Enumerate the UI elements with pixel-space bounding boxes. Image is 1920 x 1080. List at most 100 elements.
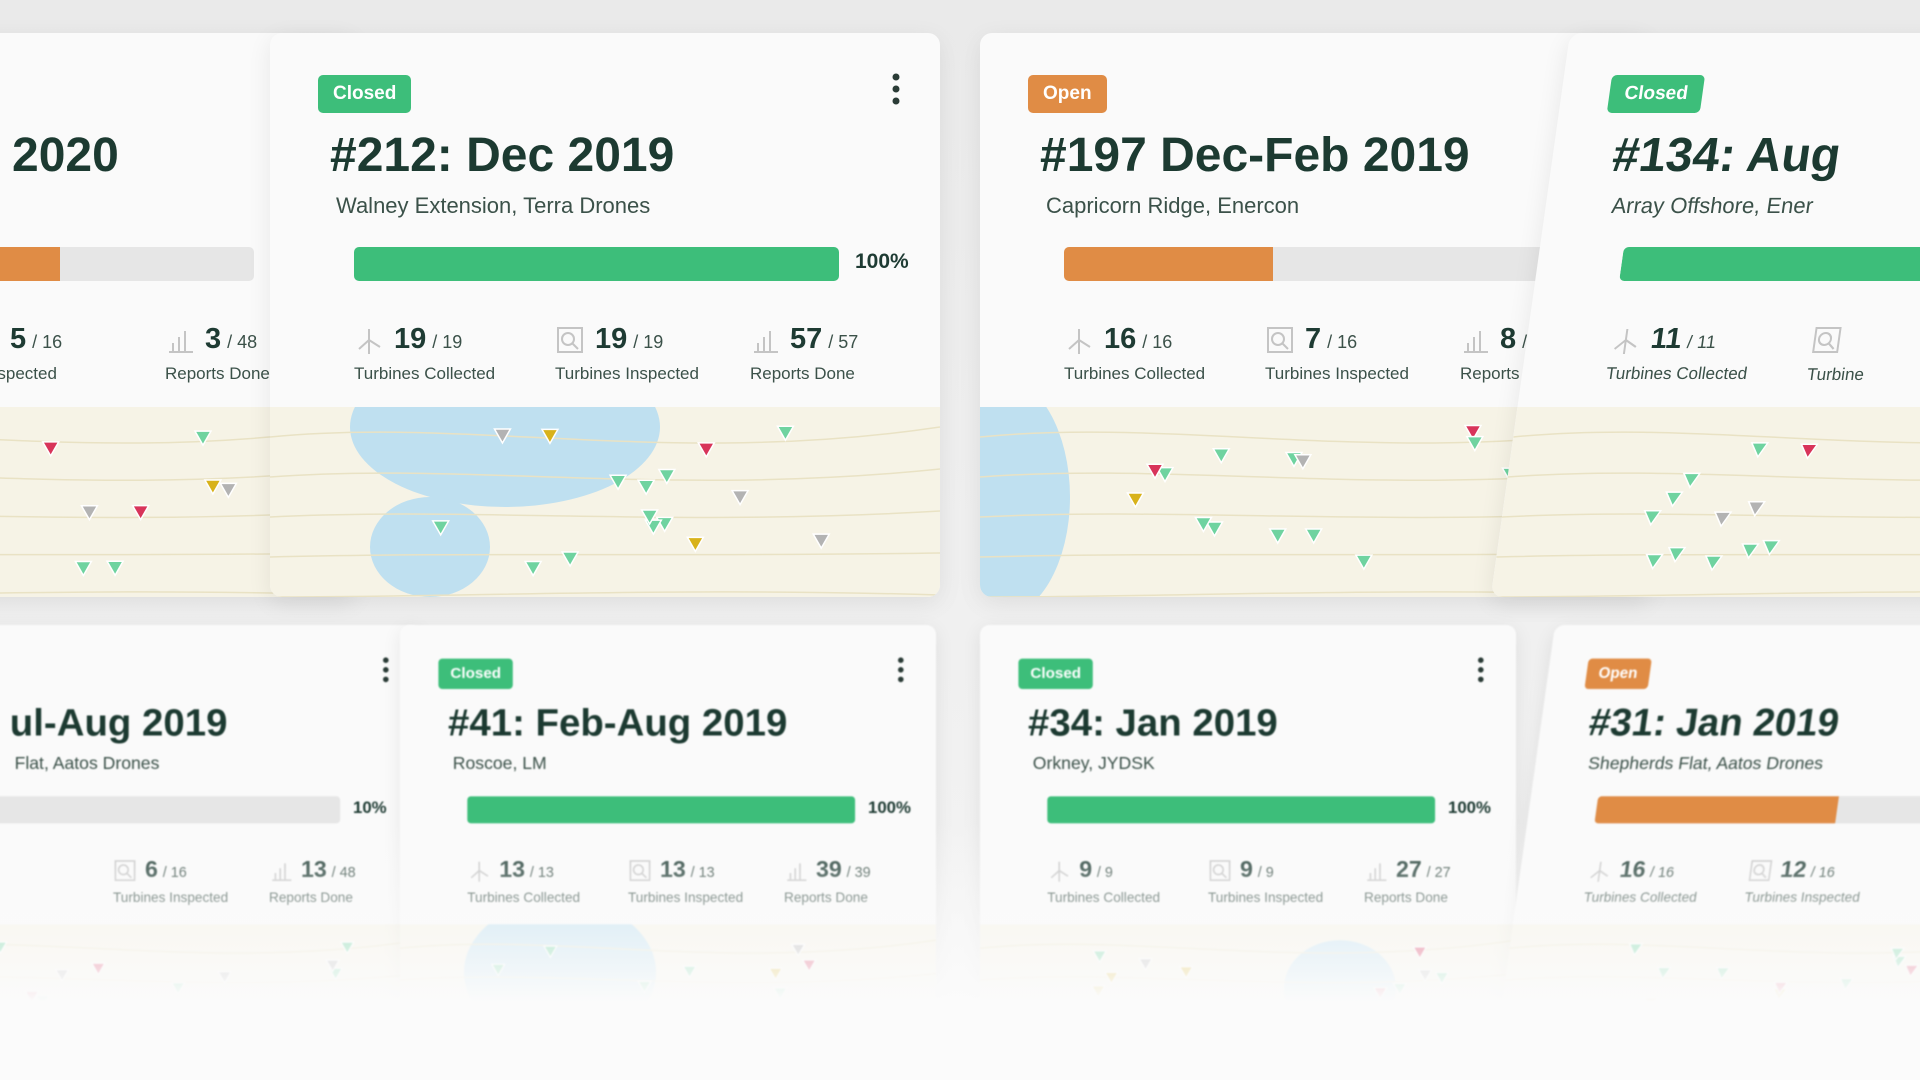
stat-icon [1812,327,1842,353]
map-pin [1713,511,1733,528]
icon-path [1464,331,1488,353]
icon-path [1267,327,1293,353]
stat: 57/ 57 Reports Done [750,323,940,384]
stat-total: / 16 [32,332,63,352]
stat-icon [1267,327,1293,353]
map-pin [640,509,659,526]
map-pin [1155,466,1175,484]
map-pin [1643,509,1663,527]
status-badge: Closed [1606,75,1706,113]
map-pin [686,536,705,553]
stat-label: s Inspected [0,364,57,383]
road [270,591,940,597]
map-pin [80,505,99,522]
map-pin [1463,424,1483,441]
card-title: #41: Feb-Aug 2019 [448,701,788,745]
stat-icon [1614,329,1637,354]
map-pin [431,520,450,537]
stat-total: / 57 [828,332,859,352]
menu-dots [1478,657,1484,683]
stat-icon [557,327,583,353]
road [1501,510,1920,519]
stat-value: 8 [1500,323,1517,355]
map-pin [493,428,512,445]
dot [892,97,900,105]
stat: 5/ 16 s Inspected [0,323,170,384]
road [270,468,940,481]
stat-value: 3 [205,323,222,355]
map-pin [696,442,716,459]
progress-fill [467,796,856,824]
dot [1478,676,1484,683]
stat-value: 7 [1305,323,1322,355]
card-title: #197 Dec-Feb 2019 [1040,129,1470,182]
map-pin [1682,472,1702,489]
progress-track [1619,247,1920,281]
stat-icon [358,329,381,354]
stat: 7/ 16 Turbines Inspected [1265,323,1465,384]
road [0,552,355,556]
menu-dots [898,657,904,683]
status-badge: Open [1028,75,1107,113]
progress-track [0,247,254,281]
stat-row: 7/ 16 [1265,323,1465,356]
map-pin [193,430,213,447]
road [1507,468,1920,481]
road [1513,426,1920,444]
stat-total: / 16 [1327,332,1358,352]
stat-value: 11 [1648,323,1684,355]
map-pin [1665,491,1684,508]
map-pin [131,504,150,522]
map-pin [1645,553,1664,571]
menu-dots [383,657,389,683]
map-pin [1750,442,1770,459]
stat-row: 19/ 19 [555,323,755,356]
card-title: #134: Aug [1609,129,1845,182]
icon-path [1812,327,1842,353]
map-pin [1465,435,1485,453]
map-pin [657,468,677,485]
progress-fill [354,247,839,281]
progress-fill [1047,796,1436,824]
dot [892,85,900,93]
report-card: Closed #212: Dec 2019 Walney Extension, Te… [270,33,940,597]
stat-row: 3/ 48 [165,323,355,356]
card-title: 2020 [12,129,119,182]
road [1496,552,1920,558]
stat-label: Reports Done [750,364,855,383]
map-pin [1741,543,1760,560]
map-pin [776,425,795,442]
stat: 16/ 16 Turbines Collected [1064,323,1264,384]
card-subtitle: Capricorn Ridge, Enercon [1046,193,1300,218]
progress-label: 100% [1448,798,1491,817]
report-card: Closed #134: Aug Array Offshore, Ener 11/ 1… [1490,33,1920,597]
stat-label: Reports Done [165,364,270,383]
map-pin [1762,539,1781,557]
card-title: ul-Aug 2019 [9,701,228,745]
dot [1478,667,1484,673]
icon-path [358,329,381,354]
map-pin [1704,555,1724,572]
card-title: #34: Jan 2019 [1028,701,1278,745]
icon-path [1068,329,1091,354]
map-pin [1205,521,1224,538]
progress-track [354,247,839,281]
icon-path [754,331,778,353]
map-pin [636,479,656,496]
icon-path [557,327,583,353]
stat-label: Turbine [1805,365,1866,384]
card-subtitle: Walney Extension, Terra Drones [336,193,651,218]
stat-label: Turbines Collected [1604,364,1749,383]
progress-track [1064,247,1549,281]
progress-label: 100% [868,798,911,817]
stat-label: Turbines Inspected [1265,364,1409,383]
dot [898,657,904,663]
road [270,552,940,558]
map-pin [1800,443,1819,460]
map-pin [1211,448,1231,465]
dot [898,676,904,683]
bottom-fade [0,820,1920,1080]
status-badge: Open [1584,658,1652,689]
map-pin [1145,463,1165,480]
dot [898,667,904,673]
